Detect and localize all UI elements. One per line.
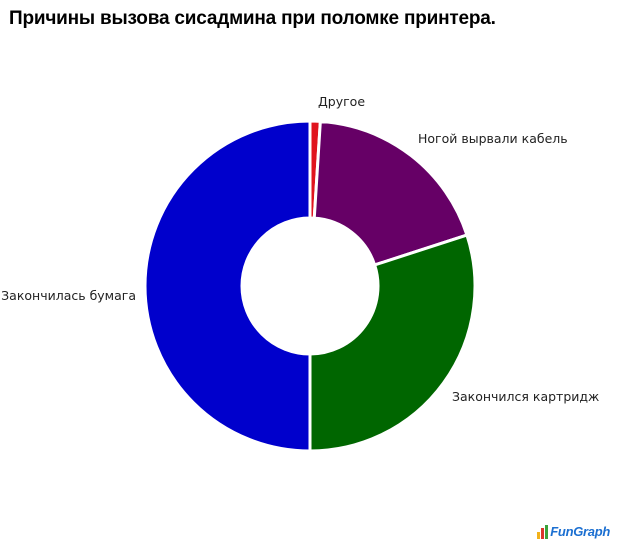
logo-bars-icon (537, 525, 549, 539)
donut-slices (143, 119, 477, 453)
slice-labels: Другое Ногой вырвали кабель Закончился кар… (1, 94, 599, 404)
slice-4 (143, 119, 312, 453)
fungraph-logo: FunGraph (537, 525, 610, 539)
chart-title: Причины вызова сисадмина при поломке при… (9, 8, 496, 29)
slice-label-2: Ногой вырвали кабель (418, 131, 568, 146)
slice-label-3: Закончился картридж (452, 389, 599, 404)
slice-label-4: Закончилась бумага (1, 288, 136, 303)
slice-3 (308, 233, 477, 453)
donut-hole (243, 219, 377, 353)
slice-2 (312, 119, 469, 267)
logo-text: FunGraph (550, 524, 610, 539)
slice-label-1: Другое (318, 94, 365, 109)
